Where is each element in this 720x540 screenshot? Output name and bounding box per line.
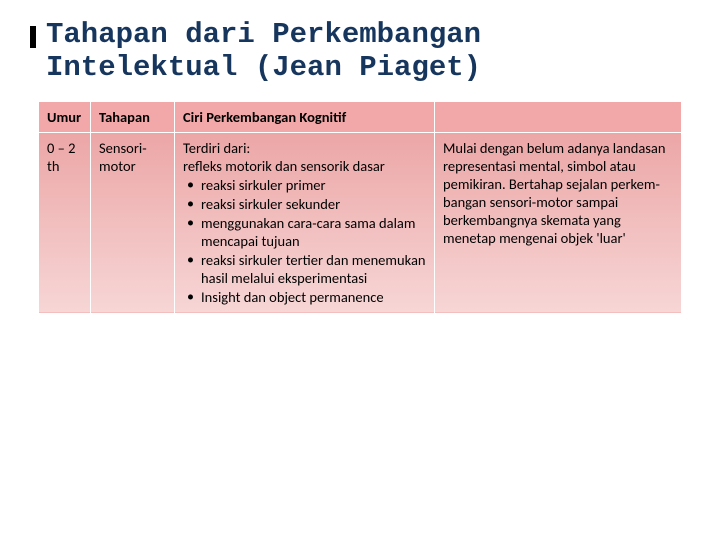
slide: Tahapan dari Perkembangan Intelektual (J… — [0, 0, 720, 334]
list-item: Insight dan object permanence — [183, 288, 426, 306]
slide-title: Tahapan dari Perkembangan Intelektual (J… — [46, 18, 682, 85]
cell-umur: 0 – 2 th — [39, 132, 91, 313]
list-item: reaksi sirkuler sekunder — [183, 195, 426, 213]
piaget-table: Umur Tahapan Ciri Perkembangan Kognitif … — [38, 101, 682, 314]
table-row: 0 – 2 th Sensori-motor Terdiri dari: ref… — [39, 132, 682, 313]
ciri-bullet-list: reaksi sirkuler primer reaksi sirkuler s… — [183, 176, 426, 306]
list-item: menggunakan cara-cara sama dalam mencapa… — [183, 214, 426, 250]
table-header-row: Umur Tahapan Ciri Perkembangan Kognitif — [39, 101, 682, 132]
list-item: reaksi sirkuler tertier dan menemukan ha… — [183, 251, 426, 287]
ciri-line2: refleks motorik dan sensorik dasar — [183, 157, 426, 175]
header-ciri: Ciri Perkembangan Kognitif — [175, 101, 435, 132]
header-tahapan: Tahapan — [91, 101, 175, 132]
title-accent-bar — [30, 26, 36, 48]
cell-tahapan: Sensori-motor — [91, 132, 175, 313]
cell-description: Mulai dengan belum adanya landasan repre… — [435, 132, 682, 313]
header-extra — [435, 101, 682, 132]
cell-ciri: Terdiri dari: refleks motorik dan sensor… — [175, 132, 435, 313]
ciri-intro: Terdiri dari: — [183, 139, 426, 157]
list-item: reaksi sirkuler primer — [183, 176, 426, 194]
header-umur: Umur — [39, 101, 91, 132]
